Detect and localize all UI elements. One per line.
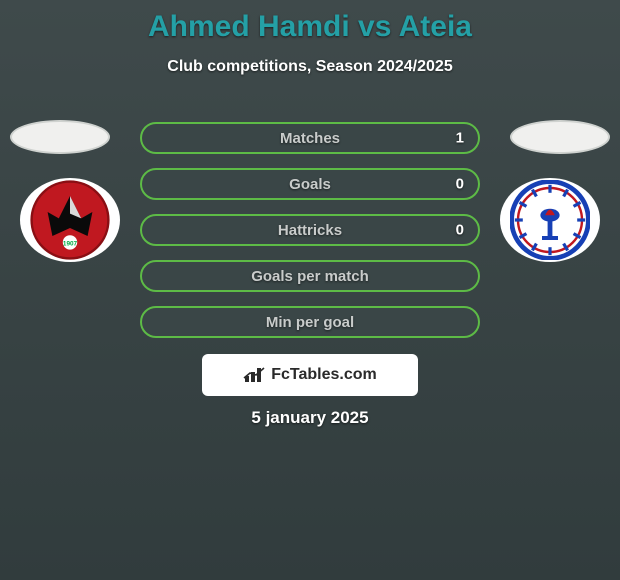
player-left-placeholder (10, 120, 110, 154)
stat-label: Goals per match (251, 268, 369, 285)
smouha-icon (510, 180, 590, 260)
date-label: 5 january 2025 (0, 408, 620, 428)
al-ahly-icon: 1907 (30, 180, 110, 260)
bar-chart-icon (243, 366, 267, 384)
stat-right-value: 1 (456, 130, 464, 147)
brand-text: FcTables.com (271, 366, 377, 384)
comparison-card: Ahmed Hamdi vs Ateia Club competitions, … (0, 0, 620, 580)
stat-row-goals: Goals 0 (140, 168, 480, 200)
stat-label: Goals (289, 176, 331, 193)
stat-row-hattricks: Hattricks 0 (140, 214, 480, 246)
stat-row-min-per-goal: Min per goal (140, 306, 480, 338)
club-badge-right (500, 178, 600, 262)
brand-badge: FcTables.com (202, 354, 418, 396)
stat-label: Matches (280, 130, 340, 147)
page-title: Ahmed Hamdi vs Ateia (0, 0, 620, 44)
stat-label: Min per goal (266, 314, 354, 331)
stat-row-matches: Matches 1 (140, 122, 480, 154)
page-subtitle: Club competitions, Season 2024/2025 (0, 58, 620, 76)
stat-right-value: 0 (456, 222, 464, 239)
stat-right-value: 0 (456, 176, 464, 193)
stat-label: Hattricks (278, 222, 342, 239)
club-badge-left: 1907 (20, 178, 120, 262)
stats-list: Matches 1 Goals 0 Hattricks 0 Goals per … (140, 122, 480, 352)
svg-text:1907: 1907 (63, 241, 78, 248)
stat-row-goals-per-match: Goals per match (140, 260, 480, 292)
player-right-placeholder (510, 120, 610, 154)
